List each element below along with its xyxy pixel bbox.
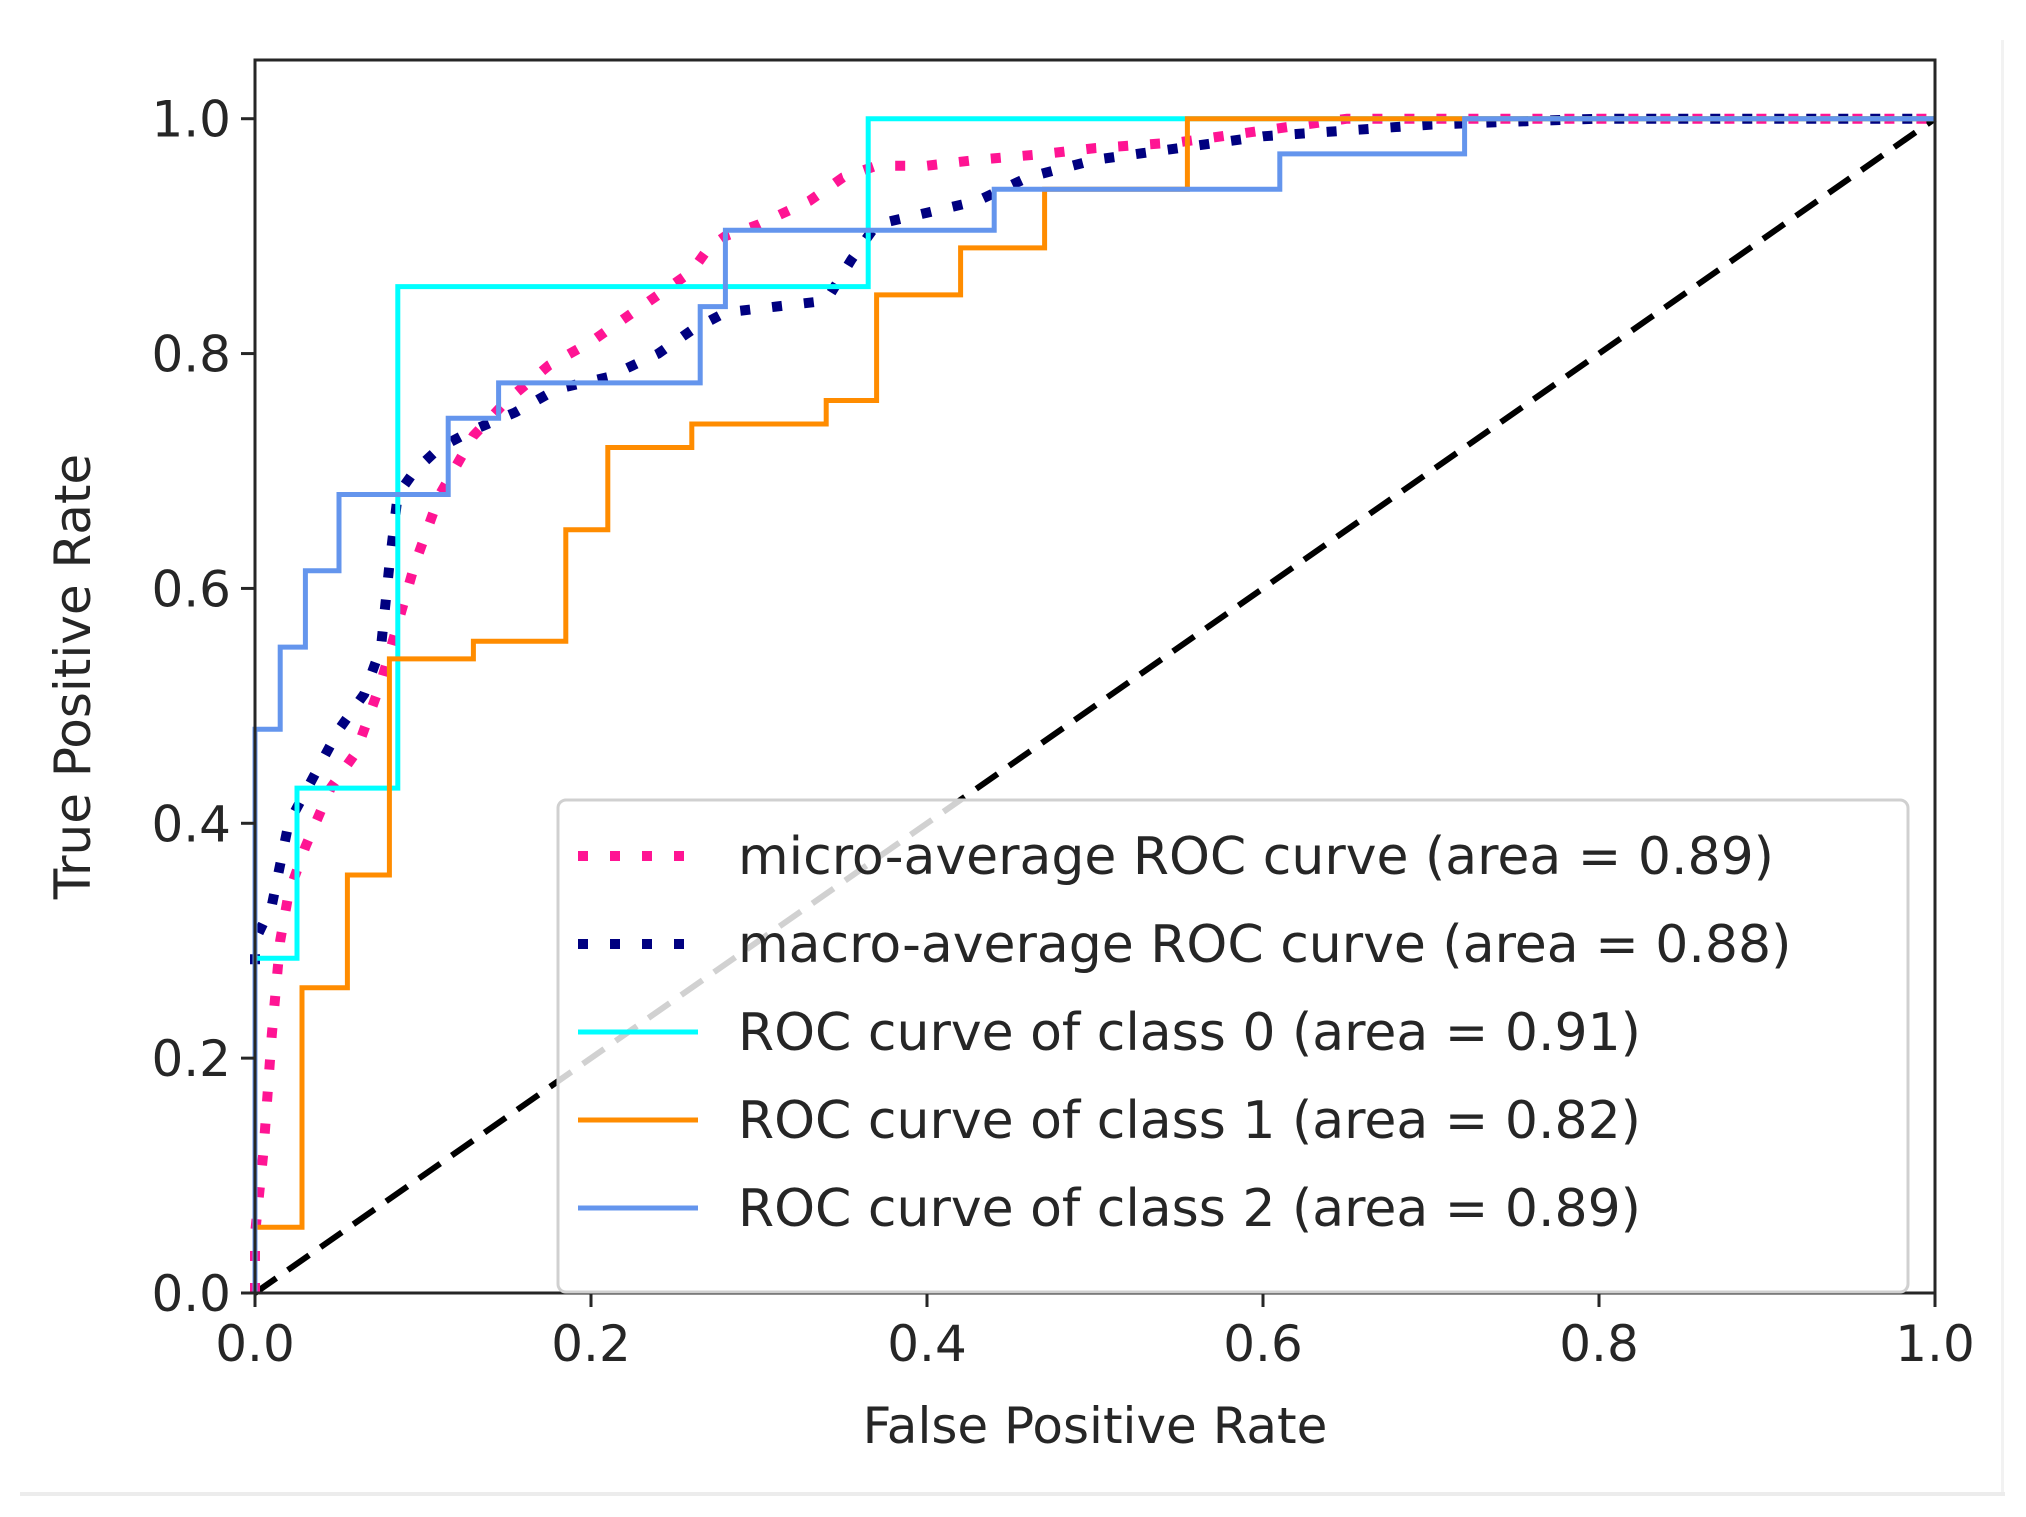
- right-divider: [2001, 40, 2004, 1492]
- y-tick-label: 1.0: [151, 91, 231, 149]
- x-tick-label: 0.0: [215, 1315, 295, 1373]
- bottom-divider: [20, 1492, 2005, 1496]
- series-line-micro-average-roc-curve-area-0-89: [250, 113, 1935, 1293]
- x-tick-label: 0.2: [551, 1315, 631, 1373]
- y-tick-label: 0.2: [151, 1030, 231, 1088]
- x-tick-label: 0.4: [887, 1315, 967, 1373]
- series-line-roc-curve-of-class-2-area-0-89: [252, 116, 1935, 1293]
- legend-label: ROC curve of class 1 (area = 0.82): [738, 1091, 1641, 1151]
- legend: micro-average ROC curve (area = 0.89) mac…: [556, 798, 1910, 1294]
- plot-area: [250, 113, 1937, 1296]
- series-line-chance: [253, 116, 1937, 1296]
- legend-label: ROC curve of class 2 (area = 0.89): [738, 1179, 1641, 1239]
- x-axis-label: False Positive Rate: [863, 1397, 1328, 1455]
- legend-label: micro-average ROC curve (area = 0.89): [738, 827, 1774, 887]
- x-tick-label: 0.6: [1223, 1315, 1303, 1373]
- y-tick-label: 0.0: [151, 1265, 231, 1323]
- legend-label: macro-average ROC curve (area = 0.88): [738, 915, 1791, 975]
- legend-label: ROC curve of class 0 (area = 0.91): [738, 1003, 1641, 1063]
- series-line-roc-curve-of-class-1-area-0-82: [252, 116, 1935, 1293]
- y-tick-label: 0.6: [151, 560, 231, 618]
- series-line-roc-curve-of-class-0-area-0-91: [252, 116, 1935, 1293]
- y-axis-label: True Positive Rate: [44, 454, 102, 900]
- legend-box: [556, 798, 1910, 1294]
- y-tick-label: 0.8: [151, 326, 231, 384]
- x-tick-label: 0.8: [1559, 1315, 1639, 1373]
- y-tick-label: 0.4: [151, 795, 231, 853]
- x-tick-label: 1.0: [1895, 1315, 1975, 1373]
- axis-ticks: 0.0 0.2 0.4 0.6 0.8 1.0 0.0 0.2 0.4 0.6 0.8 1.0: [151, 91, 1974, 1373]
